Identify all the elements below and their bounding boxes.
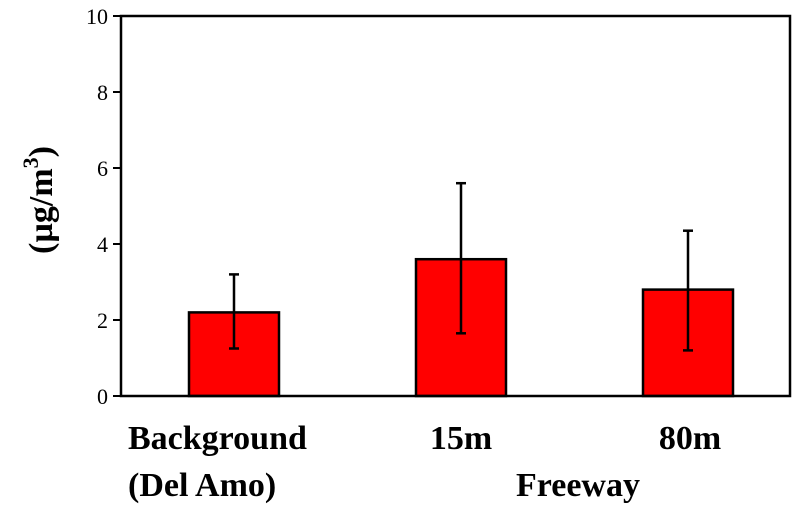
y-axis-label-close: ) (23, 146, 60, 157)
y-axis-label-text: (µg/m (23, 168, 60, 254)
y-tick-label: 4 (97, 232, 108, 257)
category-label: 15m (430, 420, 492, 457)
plot-frame (119, 14, 792, 398)
error-bars (229, 181, 693, 352)
y-axis-ticks: 0 2 4 6 8 10 (86, 4, 121, 409)
category-label: 80m (659, 420, 721, 457)
x-group-label: Freeway (516, 467, 640, 504)
y-tick-label: 2 (97, 308, 108, 333)
y-tick-label: 6 (97, 156, 108, 181)
y-tick-label: 10 (86, 4, 108, 29)
y-tick-label: 0 (97, 384, 108, 409)
category-label: Background (Del Amo) (128, 420, 307, 504)
bars (187, 257, 735, 398)
y-axis-label-superscript: 3 (18, 157, 43, 168)
x-axis-categories: Background (Del Amo) 15m 80m (128, 420, 721, 504)
y-axis-label: (µg/m3) (18, 146, 60, 254)
y-tick-label: 8 (97, 80, 108, 105)
